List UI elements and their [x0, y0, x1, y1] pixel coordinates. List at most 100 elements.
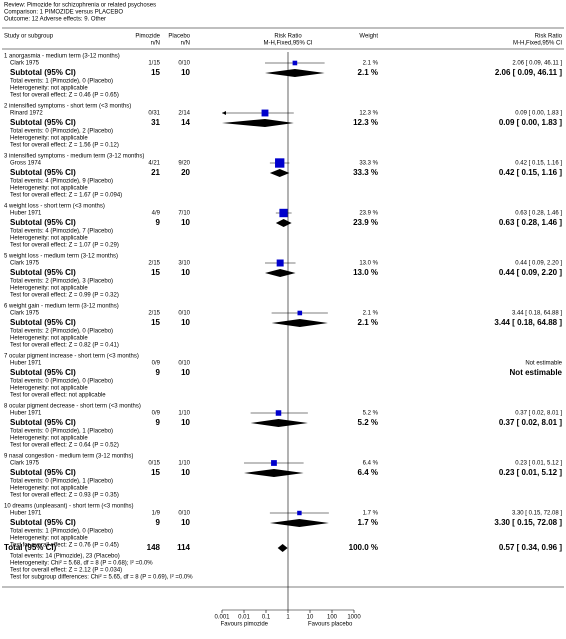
- note: Total events: 0 (Pimozide), 0 (Placebo): [10, 379, 113, 385]
- note: Test for overall effect: Z = 0.99 (P = 0…: [10, 293, 119, 299]
- note: Test for overall effect: Z = 0.76 (P = 0…: [10, 543, 119, 549]
- ctl: 2/14: [178, 111, 190, 117]
- note: Heterogeneity: not applicable: [10, 86, 88, 92]
- subtotal-label: Subtotal (95% CI): [10, 68, 76, 77]
- study-square: [279, 208, 288, 218]
- group-title: 1 anorgasmia - medium term (3-12 months): [4, 54, 120, 60]
- ci-text: Not estimable: [510, 368, 563, 377]
- note: Heterogeneity: not applicable: [10, 136, 88, 142]
- ctl: 9/20: [178, 161, 190, 167]
- ci-text: 0.44 [ 0.09, 2.20 ]: [499, 268, 562, 277]
- ci-text: 0.23 [ 0.01, 5.12 ]: [515, 461, 562, 467]
- weight: 33.3 %: [353, 168, 378, 177]
- group-title: 5 weight loss - medium term (3-12 months…: [4, 254, 118, 260]
- x-tick-label: 0.01: [238, 615, 250, 621]
- weight: 2.1 %: [363, 311, 379, 317]
- ctl: 7/10: [178, 211, 190, 217]
- study-name: Clark 1975: [10, 461, 40, 467]
- ctl: 1/10: [178, 411, 190, 417]
- outcome-text: Outcome: 12 Adverse effects: 9. Other: [4, 17, 106, 23]
- ctl: 10: [181, 268, 190, 277]
- ctl: 14: [181, 118, 190, 127]
- note: Heterogeneity: not applicable: [10, 486, 88, 492]
- weight: 12.3 %: [359, 111, 378, 117]
- weight: 33.3 %: [359, 161, 378, 167]
- weight: 6.4 %: [363, 461, 379, 467]
- weight: 100.0 %: [349, 543, 378, 552]
- note: Heterogeneity: Chi² = 5.68, df = 8 (P = …: [10, 561, 153, 567]
- group-title: 3 intensified symptoms - medium term (3-…: [4, 154, 144, 160]
- subtotal-label: Subtotal (95% CI): [10, 518, 76, 527]
- exp: 9: [156, 418, 161, 427]
- ci-text: Not estimable: [525, 361, 562, 367]
- ci-text: 3.30 [ 0.15, 72.08 ]: [512, 511, 562, 517]
- x-tick-label: 0.1: [262, 615, 271, 621]
- note: Test for subgroup differences: Chi² = 5.…: [10, 575, 193, 581]
- subtotal-label: Subtotal (95% CI): [10, 118, 76, 127]
- ctl: 1/10: [178, 461, 190, 467]
- weight: 2.1 %: [358, 68, 378, 77]
- subtotal-label: Subtotal (95% CI): [10, 368, 76, 377]
- ctl: 10: [181, 518, 190, 527]
- exp: 1/9: [152, 511, 161, 517]
- note: Heterogeneity: not applicable: [10, 536, 88, 542]
- group-title: 4 weight loss - short term (<3 months): [4, 204, 105, 210]
- ctl: 20: [181, 168, 190, 177]
- weight: 13.0 %: [353, 268, 378, 277]
- weight: 23.9 %: [359, 211, 378, 217]
- column-header: Pimozide: [135, 34, 160, 40]
- exp: 0/9: [152, 411, 161, 417]
- note: Test for overall effect: Z = 0.64 (P = 0…: [10, 443, 119, 449]
- weight: 1.7 %: [358, 518, 378, 527]
- study-square: [292, 60, 298, 66]
- study-square: [297, 310, 303, 316]
- note: Total events: 1 (Pimozide), 0 (Placebo): [10, 529, 113, 535]
- note: Heterogeneity: not applicable: [10, 436, 88, 442]
- note: Test for overall effect: Z = 0.82 (P = 0…: [10, 343, 119, 349]
- exp: 15: [151, 318, 160, 327]
- column-header: M-H,Fixed,95% CI: [263, 41, 312, 47]
- exp: 148: [147, 543, 161, 552]
- ci-text: 0.09 [ 0.00, 1.83 ]: [499, 118, 562, 127]
- column-header: M-H,Fixed,95% CI: [513, 41, 562, 47]
- ci-text: 3.44 [ 0.18, 64.88 ]: [512, 311, 562, 317]
- ci-arrow: [222, 111, 226, 115]
- study-name: Huber 1971: [10, 361, 42, 367]
- exp: 9: [156, 518, 161, 527]
- ci-text: 0.57 [ 0.34, 0.96 ]: [499, 543, 562, 552]
- ctl: 114: [177, 543, 190, 552]
- note: Heterogeneity: not applicable: [10, 236, 88, 242]
- column-header: Placebo: [168, 34, 190, 40]
- study-name: Huber 1971: [10, 511, 42, 517]
- ctl: 0/10: [178, 311, 190, 317]
- study-square: [275, 410, 282, 416]
- diamond: [269, 519, 329, 527]
- diamond: [250, 419, 308, 427]
- study-square: [276, 259, 284, 267]
- ci-text: 0.42 [ 0.15, 1.16 ]: [515, 161, 562, 167]
- weight: 1.7 %: [363, 511, 379, 517]
- note: Total events: 0 (Pimozide), 1 (Placebo): [10, 479, 113, 485]
- subtotal-label: Subtotal (95% CI): [10, 168, 76, 177]
- column-header: n/N: [181, 41, 190, 47]
- weight: 2.1 %: [363, 61, 379, 67]
- study-square: [271, 460, 277, 466]
- weight: 12.3 %: [353, 118, 378, 127]
- exp: 15: [151, 468, 160, 477]
- diamond: [222, 119, 294, 127]
- ctl: 3/10: [178, 261, 190, 267]
- ctl: 10: [181, 68, 190, 77]
- diamond: [269, 169, 290, 177]
- exp: 9: [156, 218, 161, 227]
- exp: 2/15: [148, 261, 160, 267]
- note: Test for overall effect: Z = 0.93 (P = 0…: [10, 493, 119, 499]
- ci-text: 0.37 [ 0.02, 8.01 ]: [515, 411, 562, 417]
- diamond: [264, 269, 296, 277]
- ctl: 10: [181, 468, 190, 477]
- subtotal-label: Subtotal (95% CI): [10, 268, 76, 277]
- study-name: Rinard 1972: [10, 111, 43, 117]
- subtotal-label: Subtotal (95% CI): [10, 318, 76, 327]
- exp: 1/15: [148, 61, 160, 67]
- note: Total events: 0 (Pimozide), 2 (Placebo): [10, 129, 113, 135]
- note: Test for overall effect: Z = 1.07 (P = 0…: [10, 243, 119, 249]
